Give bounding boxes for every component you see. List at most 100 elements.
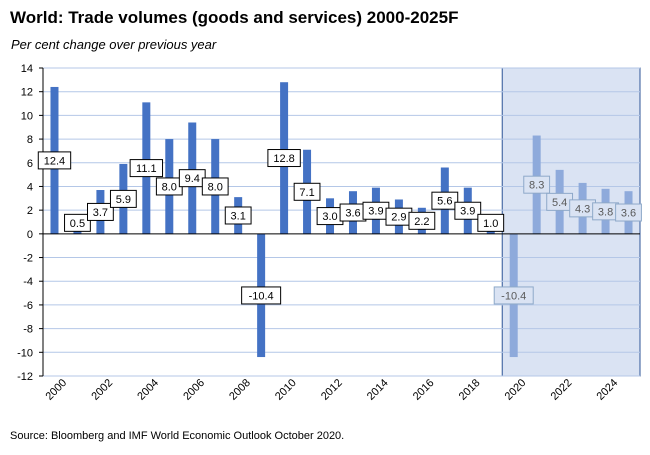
data-label-box [454,201,482,220]
y-tick-label: 0 [27,229,33,241]
data-label-text: 4.3 [575,203,590,215]
x-tick-label: 2000 [43,377,69,403]
data-label-text: 11.1 [136,163,157,175]
y-tick-label: -2 [23,253,33,265]
data-label-text: 3.9 [460,206,475,218]
data-label-text: 2.9 [391,212,406,224]
data-label: 2.9 [385,207,413,226]
data-label-box [431,191,459,210]
data-label-box [109,189,137,208]
x-tick-label: 2010 [273,377,299,403]
data-label: 3.9 [362,201,390,220]
data-label-box [267,149,301,168]
data-label-box [241,286,282,305]
data-label-text: 8.0 [162,181,177,193]
data-label-text: 7.1 [299,187,314,199]
data-label-text: 5.4 [552,197,567,209]
data-label-text: 3.6 [621,208,636,220]
data-label-text: -10.4 [249,290,274,302]
x-tick-label: 2022 [549,377,575,403]
x-tick-label: 2006 [181,377,207,403]
chart-title: World: Trade volumes (goods and services… [10,8,459,27]
data-label-text: 8.3 [529,180,544,192]
data-label: 8.0 [201,177,229,196]
y-tick-label: 10 [21,110,33,122]
y-tick-label: 6 [27,158,33,170]
y-tick-label: -4 [23,276,33,288]
data-label-box [293,182,321,201]
y-tick-label: -6 [23,300,33,312]
y-tick-label: 12 [21,87,33,99]
data-label-box [129,159,164,178]
data-label: 3.1 [224,206,252,225]
data-label: 11.1 [129,159,164,178]
data-label-text: 1.0 [483,218,498,230]
data-label-text: 8.0 [208,181,223,193]
data-label: 7.1 [293,182,321,201]
data-label-box [201,177,229,196]
data-label-box [408,211,436,230]
data-label: -10.4 [241,286,282,305]
x-tick-label: 2012 [319,377,345,403]
data-label-text: 3.1 [231,210,246,222]
data-label-text: 3.9 [368,206,383,218]
data-label-text: 9.4 [185,173,200,185]
data-label: 12.8 [267,149,301,168]
data-label-box [64,213,91,232]
data-label-text: 3.6 [345,208,360,220]
data-label: 9.4 [178,169,206,188]
data-label-text: 2.2 [414,216,429,228]
data-label-text: 0.5 [70,218,85,230]
data-label: 1.0 [477,213,505,232]
data-label-text: 12.4 [44,155,65,167]
data-label: 3.0 [316,207,344,226]
data-label-box [477,213,505,232]
data-label-text: 5.6 [437,196,452,208]
data-label: 3.6 [339,203,367,222]
x-tick-label: 2002 [89,377,115,403]
y-tick-label: 8 [27,134,33,146]
data-label: 0.5 [64,213,91,232]
y-tick-label: 2 [27,205,33,217]
data-label: 12.4 [37,151,72,170]
source-note: Source: Bloomberg and IMF World Economic… [10,430,345,442]
y-tick-label: 14 [21,63,33,75]
data-label-box [87,202,114,221]
data-label: 3.6 [615,203,642,222]
y-tick-label: -10 [17,347,33,359]
data-label: 5.6 [431,191,459,210]
data-label: 3.9 [454,201,482,220]
y-tick-label: 4 [27,181,33,193]
chart-subtitle: Per cent change over previous year [11,37,217,52]
data-label: 8.0 [155,177,183,196]
data-label: 8.3 [523,175,551,194]
data-label-text: -10.4 [501,290,526,302]
x-tick-label: 2004 [135,377,161,403]
data-label: 5.4 [546,192,574,211]
x-tick-label: 2018 [457,377,483,403]
data-label-text: 3.8 [598,206,613,218]
data-label-box [615,203,642,222]
forecast-shaded-region [501,67,641,377]
data-label-box [37,151,72,170]
x-tick-label: 2024 [595,377,621,403]
data-label: 3.8 [592,202,619,221]
x-tick-label: 2020 [503,377,529,403]
data-label: 5.9 [109,189,137,208]
data-label-box [523,175,551,194]
x-tick-label: 2014 [365,377,391,403]
data-label-text: 5.9 [116,194,131,206]
data-label-text: 3.7 [93,207,108,219]
data-label-box [224,206,252,225]
data-label: -10.4 [493,286,534,305]
data-label: 3.7 [87,202,114,221]
x-tick-label: 2008 [227,377,253,403]
data-label-box [493,286,534,305]
data-label: 4.3 [569,199,596,218]
x-tick-label: 2016 [411,377,437,403]
data-label-text: 3.0 [322,211,337,223]
y-tick-label: -12 [17,371,33,383]
y-tick-label: -8 [23,324,33,336]
data-label: 2.2 [408,211,436,230]
